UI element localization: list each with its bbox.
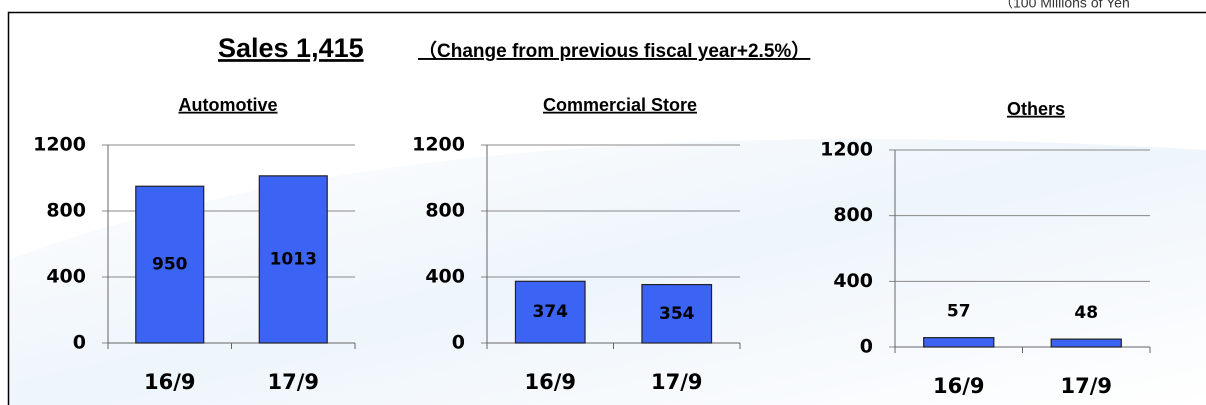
y-tick-label: 400	[46, 266, 86, 288]
bar	[641, 283, 713, 344]
y-tick-label: 0	[452, 332, 465, 354]
value-label: 48	[1074, 303, 1098, 323]
bar	[514, 280, 586, 344]
x-tick-label: 17/9	[1060, 374, 1112, 398]
bar	[258, 175, 328, 344]
x-tick-label: 17/9	[267, 370, 319, 394]
x-tick-label: 16/9	[524, 370, 576, 394]
x-tick-label: 17/9	[651, 370, 703, 394]
y-tick-label: 1200	[412, 134, 465, 156]
chart-title: Others	[1007, 99, 1065, 119]
y-tick-label: 1200	[33, 134, 86, 156]
y-tick-label: 400	[833, 270, 873, 292]
value-label: 1013	[270, 249, 317, 269]
bar	[923, 337, 995, 348]
chart-title: Commercial Store	[543, 95, 697, 115]
y-tick-label: 0	[73, 332, 86, 354]
y-tick-label: 400	[425, 266, 465, 288]
title-note: （Change from previous fiscal year+2.5%）	[418, 39, 810, 62]
unit: （100 Millions of Yen	[999, 0, 1130, 11]
y-tick-label: 0	[860, 336, 873, 358]
chart-title: Automotive	[179, 95, 278, 115]
y-tick-label: 800	[46, 200, 86, 222]
x-tick-label: 16/9	[933, 374, 985, 398]
y-tick-label: 1200	[820, 139, 873, 161]
value-label: 57	[947, 302, 971, 322]
frame	[7, 11, 1206, 405]
bar	[135, 185, 205, 344]
y-tick-label: 800	[425, 200, 465, 222]
value-label: 950	[152, 255, 188, 275]
y-tick-label: 800	[833, 204, 873, 226]
title: Sales 1,415	[218, 33, 364, 63]
x-tick-label: 16/9	[144, 370, 196, 394]
value-label: 374	[533, 302, 569, 322]
value-label: 354	[659, 304, 695, 324]
bar	[1050, 338, 1122, 348]
